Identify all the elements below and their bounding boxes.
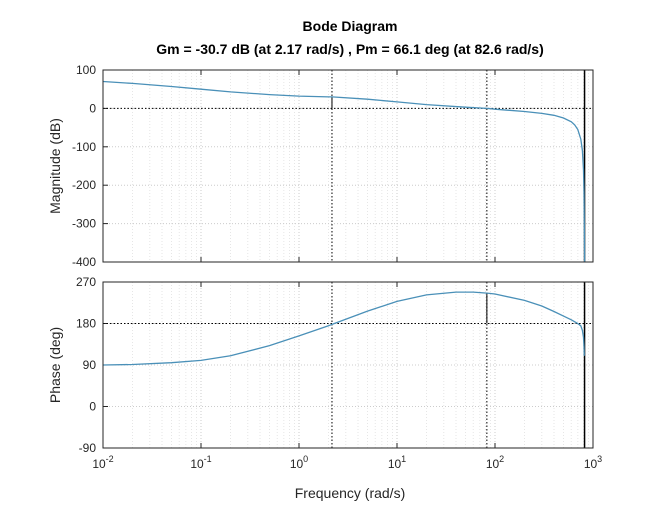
x-tick-label: 102	[486, 454, 504, 471]
x-tick-label: 103	[584, 454, 602, 471]
chart-subtitle: Gm = -30.7 dB (at 2.17 rad/s) , Pm = 66.…	[156, 41, 544, 57]
x-tick-label-base: 10	[92, 457, 106, 471]
x-tick-label: 10-1	[190, 454, 211, 471]
magnitude-series-line	[102, 80, 586, 263]
x-tick-label-base: 10	[486, 457, 500, 471]
magnitude-y-tick-label: 100	[76, 63, 96, 77]
phase-axes-background	[103, 282, 593, 448]
magnitude-y-tick-label: 0	[89, 101, 96, 115]
chart-title: Bode Diagram	[303, 18, 398, 34]
magnitude-plot: 100 0 -100 -200 -300 -400 Magnitude (dB)	[47, 63, 594, 269]
phase-y-tick-label: 270	[76, 275, 96, 289]
phase-axes-box	[102, 281, 594, 449]
x-tick-label: 10-2	[92, 454, 113, 471]
magnitude-y-tick-label: -200	[72, 178, 96, 192]
x-tick-label-base: 10	[584, 457, 598, 471]
x-tick-label: 101	[388, 454, 406, 471]
phase-y-axis-label: Phase (deg)	[47, 327, 63, 403]
magnitude-y-tick-label: -400	[72, 255, 96, 269]
x-tick-label-base: 10	[190, 457, 204, 471]
x-tick-label-exponent: -2	[106, 454, 114, 464]
magnitude-axes-background	[103, 70, 593, 262]
x-tick-label: 100	[290, 454, 308, 471]
phase-y-tick-label: 90	[83, 358, 97, 372]
x-tick-label-exponent: 1	[401, 454, 406, 464]
magnitude-y-tick-label: -100	[72, 140, 96, 154]
x-tick-label-exponent: 2	[499, 454, 504, 464]
phase-series-line	[102, 291, 585, 366]
magnitude-y-tick-label: -300	[72, 217, 96, 231]
x-tick-label-base: 10	[388, 457, 402, 471]
x-axis-label: Frequency (rad/s)	[295, 485, 405, 501]
phase-y-tick-label: 0	[89, 400, 96, 414]
x-tick-label-exponent: -1	[204, 454, 212, 464]
phase-y-tick-label: 180	[76, 317, 96, 331]
x-tick-label-exponent: 0	[303, 454, 308, 464]
magnitude-y-axis-label: Magnitude (dB)	[47, 118, 63, 214]
x-tick-label-base: 10	[290, 457, 304, 471]
magnitude-axes-box	[102, 69, 594, 263]
phase-y-tick-label: -90	[79, 441, 97, 455]
x-tick-label-exponent: 3	[597, 454, 602, 464]
